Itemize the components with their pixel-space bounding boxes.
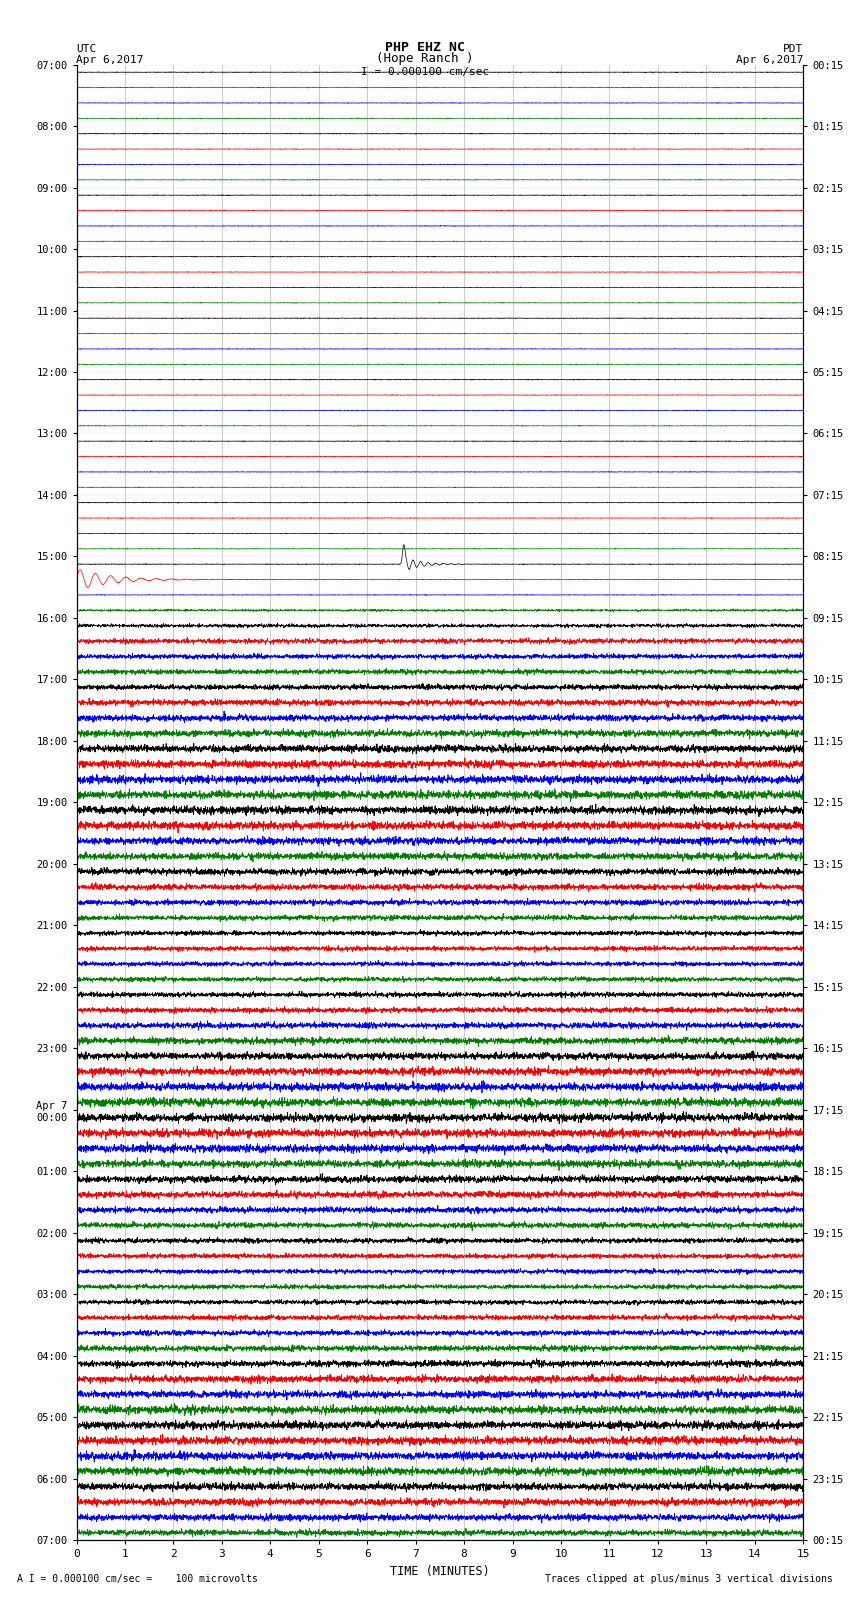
X-axis label: TIME (MINUTES): TIME (MINUTES) bbox=[390, 1565, 490, 1578]
Text: PHP EHZ NC: PHP EHZ NC bbox=[385, 40, 465, 53]
Text: Apr 6,2017: Apr 6,2017 bbox=[76, 55, 144, 65]
Text: Traces clipped at plus/minus 3 vertical divisions: Traces clipped at plus/minus 3 vertical … bbox=[545, 1574, 833, 1584]
Text: (Hope Ranch ): (Hope Ranch ) bbox=[377, 52, 473, 65]
Text: A I = 0.000100 cm/sec =    100 microvolts: A I = 0.000100 cm/sec = 100 microvolts bbox=[17, 1574, 258, 1584]
Text: I = 0.000100 cm/sec: I = 0.000100 cm/sec bbox=[361, 66, 489, 77]
Text: Apr 6,2017: Apr 6,2017 bbox=[736, 55, 803, 65]
Text: UTC: UTC bbox=[76, 44, 97, 53]
Text: PDT: PDT bbox=[783, 44, 803, 53]
